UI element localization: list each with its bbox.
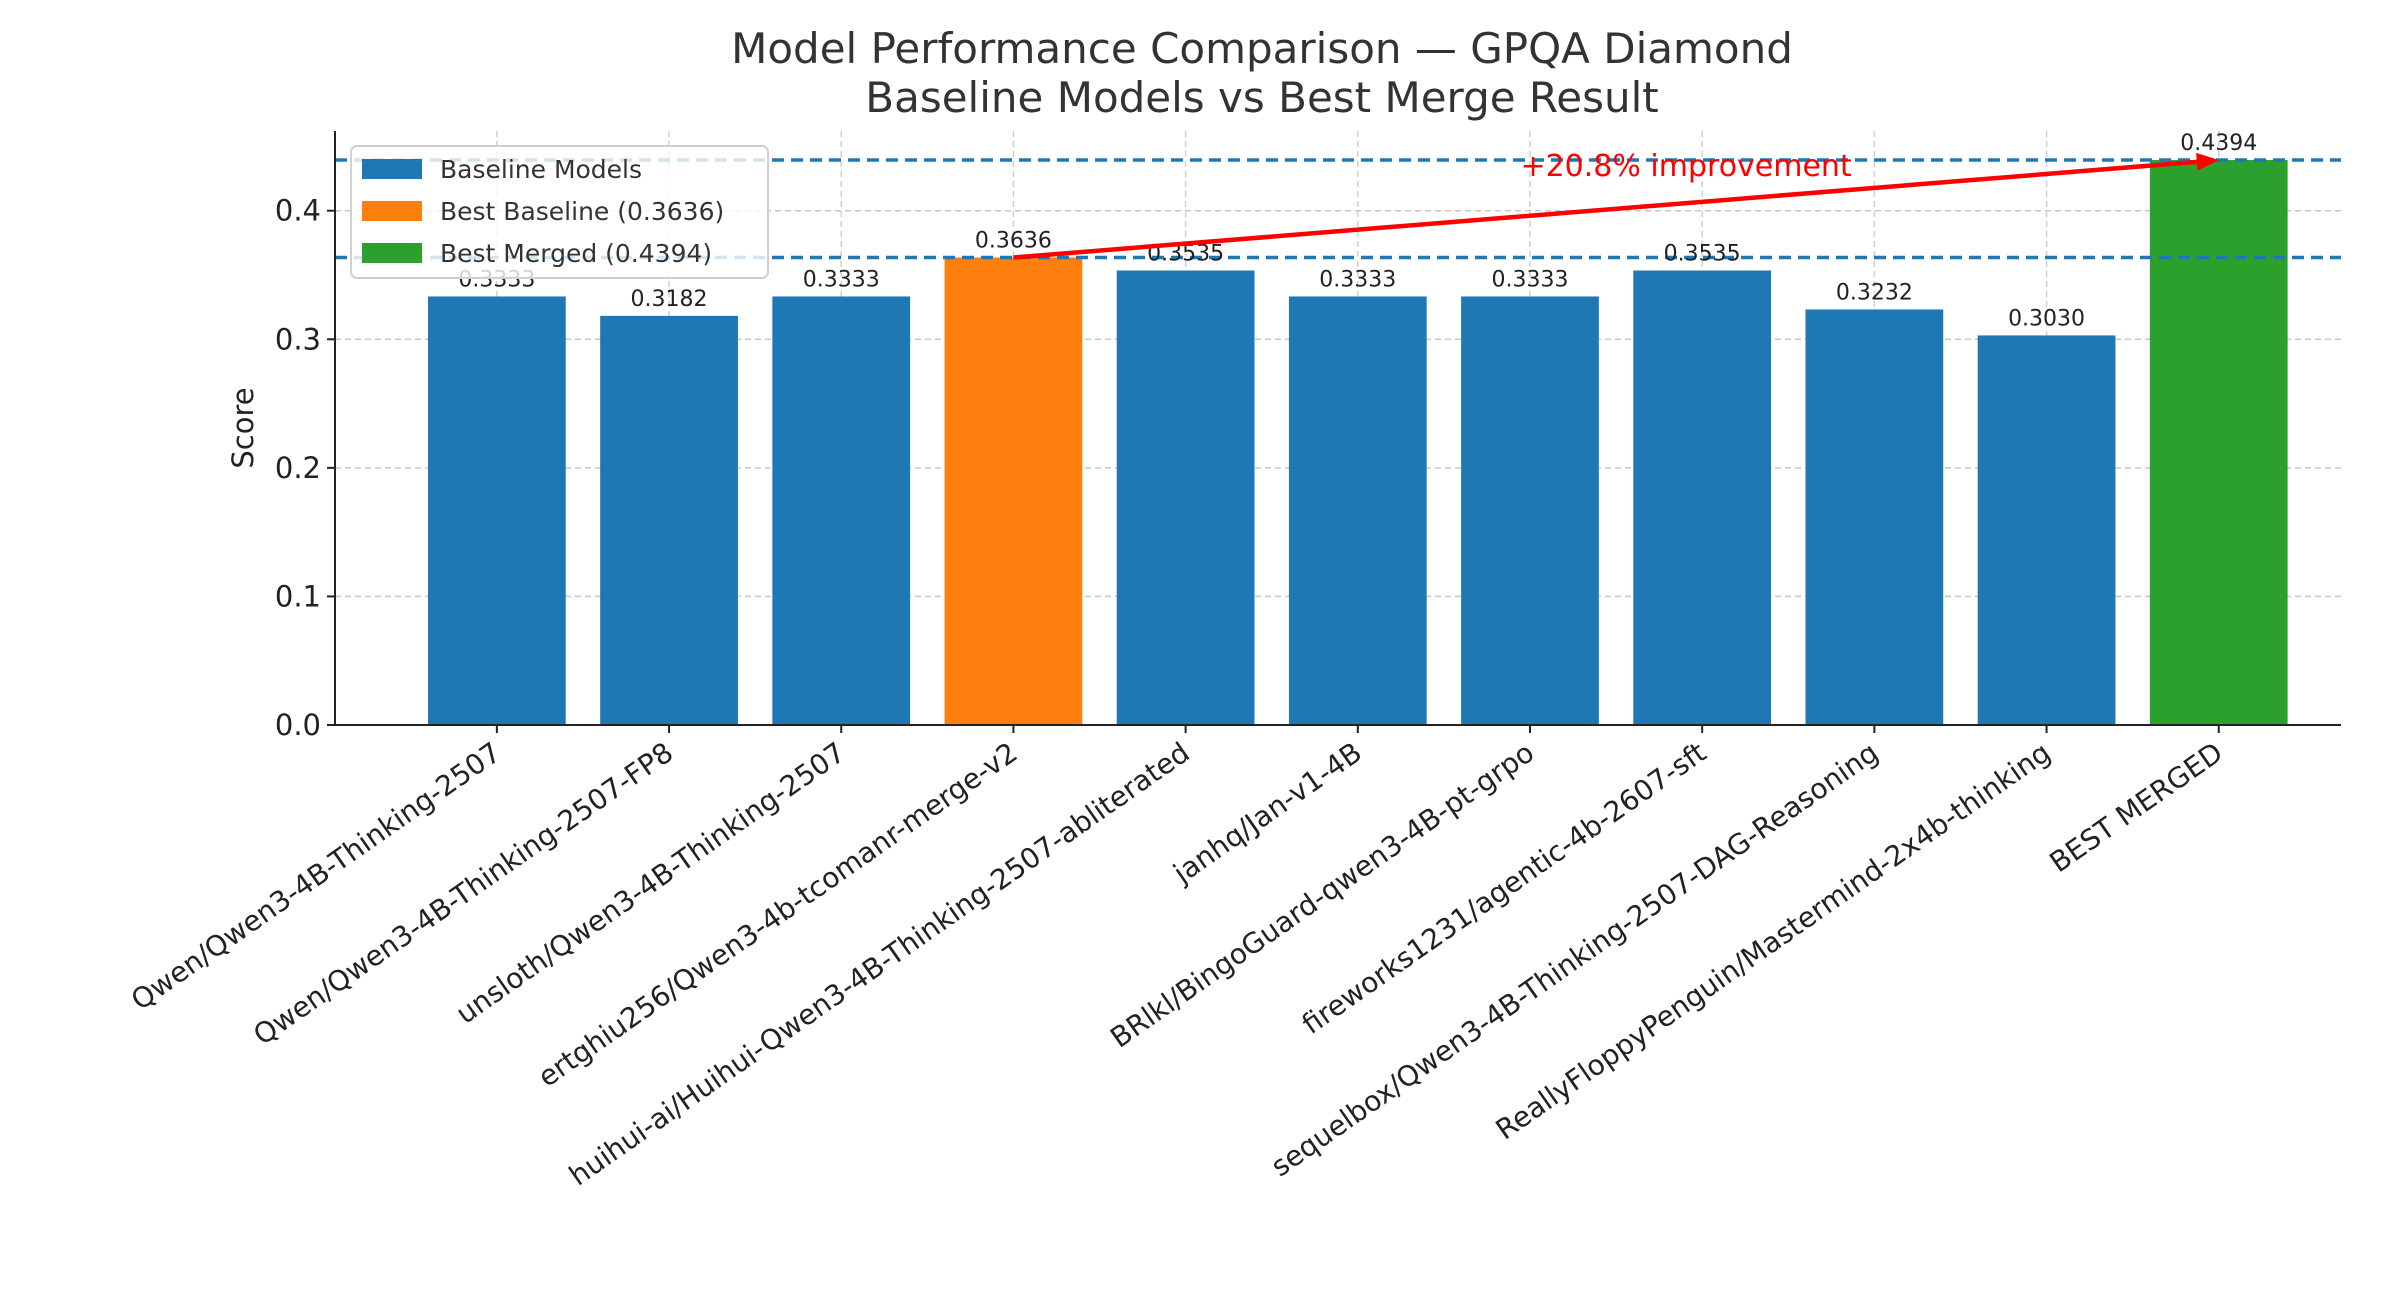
annotation-text: +20.8% improvement xyxy=(1520,149,1852,184)
legend: Baseline Models Best Baseline (0.3636) Bes… xyxy=(350,145,769,279)
y-axis-label: Score xyxy=(226,387,260,468)
bar xyxy=(600,315,738,725)
legend-label: Best Baseline (0.3636) xyxy=(440,197,724,226)
bar xyxy=(1805,309,1944,725)
bar xyxy=(772,296,911,725)
value-label: 0.3333 xyxy=(1491,267,1568,292)
legend-swatch xyxy=(362,159,422,179)
y-tick-label: 0.1 xyxy=(275,579,321,613)
bar xyxy=(427,296,566,725)
chart-subtitle: Baseline Models vs Best Merge Result xyxy=(865,73,1658,122)
bar xyxy=(1461,296,1599,725)
bar xyxy=(1288,296,1427,725)
value-label: 0.3030 xyxy=(2008,306,2085,331)
value-label: 0.3232 xyxy=(1836,280,1913,305)
x-tick-label: BEST MERGED xyxy=(2044,736,2229,879)
legend-label: Best Merged (0.4394) xyxy=(440,239,712,268)
bar xyxy=(1977,335,2116,725)
y-tick-label: 0.0 xyxy=(275,708,321,742)
bar xyxy=(1633,270,1772,725)
x-tick-label: sequelbox/Qwen3-4B-Thinking-2507-DAG-Rea… xyxy=(1265,736,1884,1183)
y-tick-label: 0.4 xyxy=(275,194,321,228)
value-label: 0.3333 xyxy=(803,267,880,292)
legend-swatch xyxy=(362,201,422,221)
y-tick-label: 0.2 xyxy=(275,451,321,485)
bar xyxy=(944,257,1083,725)
x-tick-label: Qwen/Qwen3-4B-Thinking-2507 xyxy=(125,736,507,1017)
legend-label: Baseline Models xyxy=(440,155,642,184)
bar xyxy=(2149,160,2288,726)
value-label: 0.3333 xyxy=(1319,267,1396,292)
improvement-arrow xyxy=(1013,159,2197,260)
value-label: 0.3636 xyxy=(975,229,1052,254)
annotation: +20.8% improvement xyxy=(1013,149,2219,260)
bars xyxy=(427,160,2288,726)
value-label: 0.3182 xyxy=(631,287,708,312)
x-tick-label: huihui-ai/Huihui-Qwen3-4B-Thinking-2507-… xyxy=(563,736,1196,1193)
value-label: 0.3535 xyxy=(1664,242,1741,267)
arrow-head-icon xyxy=(2196,152,2219,171)
chart-title: Model Performance Comparison — GPQA Diam… xyxy=(731,24,1793,73)
value-label: 0.4394 xyxy=(2180,131,2257,156)
y-tick-label: 0.3 xyxy=(275,322,321,356)
legend-box xyxy=(350,145,769,279)
legend-swatch xyxy=(362,243,422,263)
bar xyxy=(1116,270,1255,725)
